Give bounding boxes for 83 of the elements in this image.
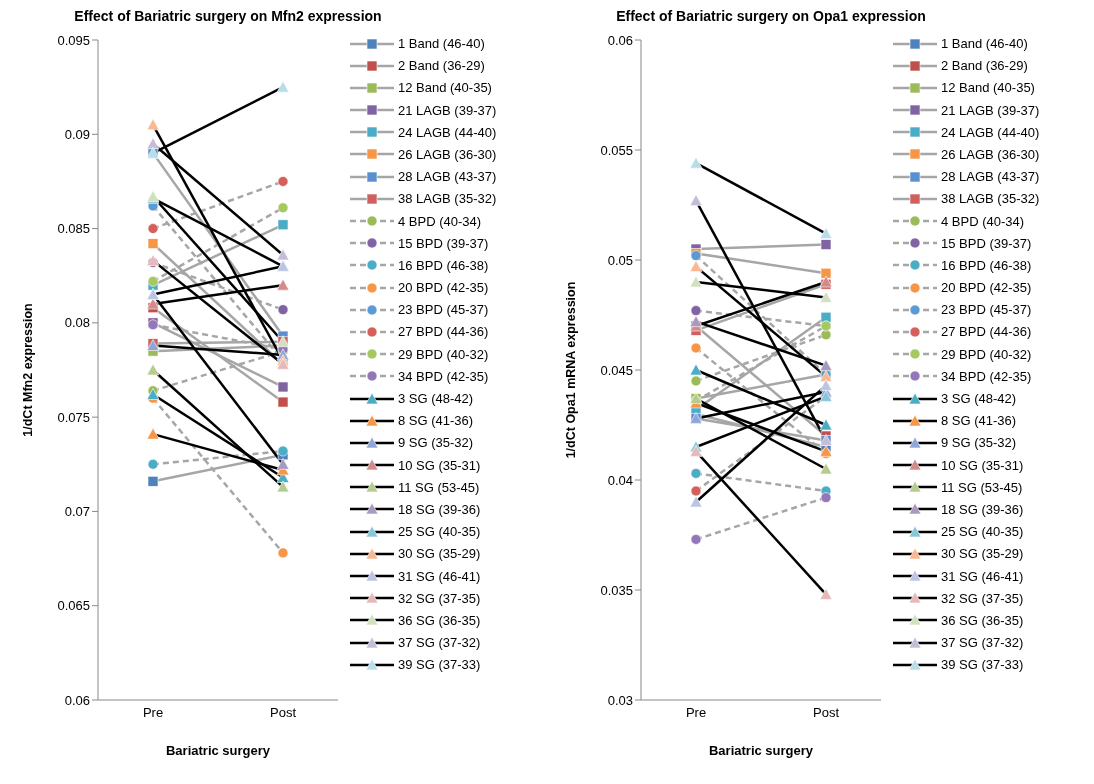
legend-label: 27 BPD (44-36)	[941, 324, 1032, 340]
legend-label: 38 LAGB (35-32)	[941, 191, 1040, 207]
legend-label: 30 SG (35-29)	[941, 546, 1024, 562]
legend-label: 25 SG (40-35)	[941, 524, 1024, 540]
legend-label: 8 SG (41-36)	[941, 413, 1017, 429]
x-axis-title: Bariatric surgery	[708, 743, 814, 758]
legend-label: 9 SG (35-32)	[941, 435, 1017, 451]
legend-label: 23 BPD (45-37)	[398, 302, 489, 318]
legend-label: 15 BPD (39-37)	[941, 235, 1032, 251]
legend-label: 39 SG (37-33)	[941, 657, 1024, 673]
legend-label: 37 SG (37-32)	[398, 635, 481, 651]
legend-label: 12 Band (40-35)	[941, 80, 1035, 96]
legend-label: 38 LAGB (35-32)	[398, 191, 497, 207]
legend-label: 36 SG (36-35)	[941, 612, 1024, 628]
y-tick-label: 0.055	[600, 142, 633, 158]
legend-label: 23 BPD (45-37)	[941, 302, 1032, 318]
chart-title: Effect of Bariatric surgery on Mfn2 expression	[73, 8, 383, 26]
legend-label: 4 BPD (40-34)	[398, 213, 482, 229]
y-tick-label: 0.07	[64, 504, 90, 520]
legend-label: 24 LAGB (44-40)	[398, 124, 497, 140]
legend-label: 9 SG (35-32)	[398, 435, 474, 451]
legend-label: 31 SG (46-41)	[941, 568, 1024, 584]
legend-label: 29 BPD (40-32)	[941, 346, 1032, 362]
y-tick-label: 0.06	[607, 32, 633, 48]
chart-title: Effect of Bariatric surgery on Opa1 expression	[615, 8, 927, 26]
y-tick-label: 0.06	[64, 692, 90, 708]
legend-label: 2 Band (36-29)	[398, 58, 485, 74]
legend-label: 15 BPD (39-37)	[398, 235, 489, 251]
y-tick-label: 0.075	[57, 409, 90, 425]
legend-label: 30 SG (35-29)	[398, 546, 481, 562]
legend-label: 20 BPD (42-35)	[941, 280, 1032, 296]
x-tick-label: Post	[812, 705, 840, 721]
legend-label: 27 BPD (44-36)	[398, 324, 489, 340]
y-tick-label: 0.09	[64, 126, 90, 142]
legend-label: 18 SG (39-36)	[398, 501, 481, 517]
legend-label: 32 SG (37-35)	[398, 590, 481, 606]
legend-label: 1 Band (46-40)	[941, 36, 1028, 51]
y-tick-label: 0.095	[57, 32, 90, 48]
legend-label: 8 SG (41-36)	[398, 413, 474, 429]
legend-label: 18 SG (39-36)	[941, 501, 1024, 517]
legend-label: 20 BPD (42-35)	[398, 280, 489, 296]
y-axis-title: 1/dCt Mfn2 expression	[21, 303, 36, 437]
x-tick-label: Pre	[685, 705, 707, 721]
legend-label: 3 SG (48-42)	[941, 391, 1017, 406]
x-tick-label: Pre	[142, 705, 164, 721]
legend-label: 29 BPD (40-32)	[398, 346, 489, 362]
x-axis-title: Bariatric surgery	[165, 743, 271, 758]
legend-label: 24 LAGB (44-40)	[941, 124, 1040, 140]
legend-label: 32 SG (37-35)	[941, 590, 1024, 606]
legend-label: 12 Band (40-35)	[398, 80, 492, 96]
x-tick-label: Post	[269, 705, 297, 721]
legend-label: 36 SG (36-35)	[398, 612, 481, 628]
legend-label: 1 Band (46-40)	[398, 36, 485, 51]
y-tick-label: 0.04	[607, 472, 633, 488]
legend-label: 21 LAGB (39-37)	[398, 102, 497, 118]
legend-label: 37 SG (37-32)	[941, 635, 1024, 651]
legend-label: 4 BPD (40-34)	[941, 213, 1025, 229]
legend-label: 10 SG (35-31)	[398, 457, 481, 473]
legend-label: 31 SG (46-41)	[398, 568, 481, 584]
legend-label: 28 LAGB (43-37)	[398, 169, 497, 185]
legend-label: 39 SG (37-33)	[398, 657, 481, 673]
legend-label: 34 BPD (42-35)	[941, 368, 1032, 384]
legend-label: 16 BPD (46-38)	[398, 257, 489, 273]
legend-label: 11 SG (53-45)	[398, 479, 480, 495]
y-tick-label: 0.05	[607, 252, 633, 268]
legend-label: 26 LAGB (36-30)	[941, 146, 1040, 162]
legend-label: 25 SG (40-35)	[398, 524, 481, 540]
legend-label: 21 LAGB (39-37)	[941, 102, 1040, 118]
y-tick-label: 0.065	[57, 598, 90, 614]
legend-label: 10 SG (35-31)	[941, 457, 1024, 473]
legend-label: 2 Band (36-29)	[941, 58, 1028, 74]
y-axis-title: 1/dCt Opa1 mRNA expression	[564, 281, 579, 459]
legend-label: 16 BPD (46-38)	[941, 257, 1032, 273]
y-tick-label: 0.08	[64, 315, 90, 331]
legend-label: 26 LAGB (36-30)	[398, 146, 497, 162]
y-tick-label: 0.045	[600, 362, 633, 378]
y-tick-label: 0.035	[600, 582, 633, 598]
legend-label: 11 SG (53-45)	[941, 479, 1023, 495]
y-tick-label: 0.085	[57, 221, 90, 237]
y-tick-label: 0.03	[607, 692, 633, 708]
legend-label: 3 SG (48-42)	[398, 391, 474, 406]
legend-label: 28 LAGB (43-37)	[941, 169, 1040, 185]
legend-label: 34 BPD (42-35)	[398, 368, 489, 384]
